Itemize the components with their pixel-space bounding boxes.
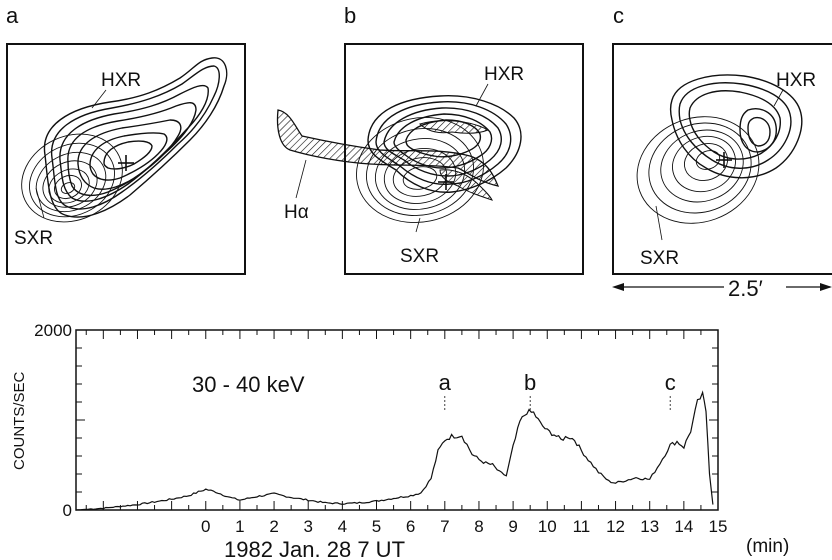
x-tick-label: 4 xyxy=(338,517,347,536)
x-tick-label: 8 xyxy=(474,517,483,536)
x-tick-label: 0 xyxy=(201,517,210,536)
panel-b-hxr-label: HXR xyxy=(484,64,524,85)
x-tick-label: 1 xyxy=(235,517,244,536)
panel-a-frame xyxy=(6,43,246,275)
axis-ticks xyxy=(76,329,719,511)
y-tick-labels: 0 2000 xyxy=(34,321,72,520)
y-tick-label: 2000 xyxy=(34,321,72,340)
panel-a-sxr-leader xyxy=(35,187,45,219)
panel-a-centroid-crosshair xyxy=(118,155,134,171)
x-tick-label: 13 xyxy=(640,517,659,536)
x-tick-label: 11 xyxy=(573,517,591,536)
panel-c-hxr-label: HXR xyxy=(776,70,816,91)
panel-c-centroid-crosshair xyxy=(716,152,732,168)
panel-b-halpha-inner-ribbon xyxy=(419,120,490,134)
panel-a-letter: a xyxy=(6,3,19,28)
event-marker-label: c xyxy=(665,370,676,395)
energy-band-label: 30 - 40 keV xyxy=(192,372,305,397)
panel-c-hxr-contours xyxy=(669,74,803,179)
panel-a-hxr-leader xyxy=(91,89,107,109)
panel-b-sxr-label: SXR xyxy=(400,246,439,267)
panel-b-centroid-crosshair xyxy=(438,174,454,190)
panel-c-sxr-label: SXR xyxy=(640,248,679,269)
panel-b-letter: b xyxy=(344,3,357,28)
panel-b-halpha-ribbon xyxy=(276,109,500,187)
x-axis-unit: (min) xyxy=(746,536,789,557)
x-tick-label: 15 xyxy=(709,517,728,536)
panel-b-halpha-label: Hα xyxy=(284,202,309,223)
x-tick-label: 12 xyxy=(606,517,625,536)
x-tick-label: 6 xyxy=(406,517,415,536)
panel-a-hxr-contours xyxy=(43,57,228,218)
x-tick-label: 5 xyxy=(372,517,381,536)
series-line xyxy=(75,390,714,511)
panel-c-sxr-leader xyxy=(655,205,663,241)
panel-b-hxr-leader xyxy=(475,83,489,107)
scale-bar-label: 2.5′ xyxy=(728,276,763,301)
panel-c-sxr-contours xyxy=(636,116,760,224)
event-markers: a b c xyxy=(439,370,676,412)
y-tick-label: 0 xyxy=(63,501,72,520)
panel-c-hxr-leader xyxy=(773,89,784,107)
event-marker-label: b xyxy=(524,370,536,395)
x-tick-label: 9 xyxy=(508,517,517,536)
panel-b-sxr-leader xyxy=(415,217,421,233)
panel-a-sxr-label: SXR xyxy=(14,228,53,249)
panel-b-halpha-leader xyxy=(295,159,307,199)
x-tick-label: 14 xyxy=(674,517,693,536)
panel-b-sxr-contours xyxy=(356,116,484,224)
panel-a-hxr-label: HXR xyxy=(101,70,141,91)
panel-a-sxr-contours xyxy=(21,133,123,223)
y-axis-label: COUNTS/SEC xyxy=(11,371,28,470)
event-marker-label: a xyxy=(439,370,452,395)
x-tick-labels: 0 1 2 3 4 5 6 7 8 9 10 11 12 13 14 15 xyxy=(201,517,727,536)
x-axis-label: 1982 Jan. 28 7 UT xyxy=(224,537,405,560)
plot-frame xyxy=(75,329,719,511)
x-tick-label: 7 xyxy=(440,517,449,536)
scale-bar xyxy=(612,283,832,291)
x-tick-label: 2 xyxy=(269,517,278,536)
x-tick-label: 10 xyxy=(538,517,557,536)
panel-c-letter: c xyxy=(613,3,624,28)
panel-c-frame xyxy=(612,43,832,275)
x-tick-label: 3 xyxy=(303,517,312,536)
